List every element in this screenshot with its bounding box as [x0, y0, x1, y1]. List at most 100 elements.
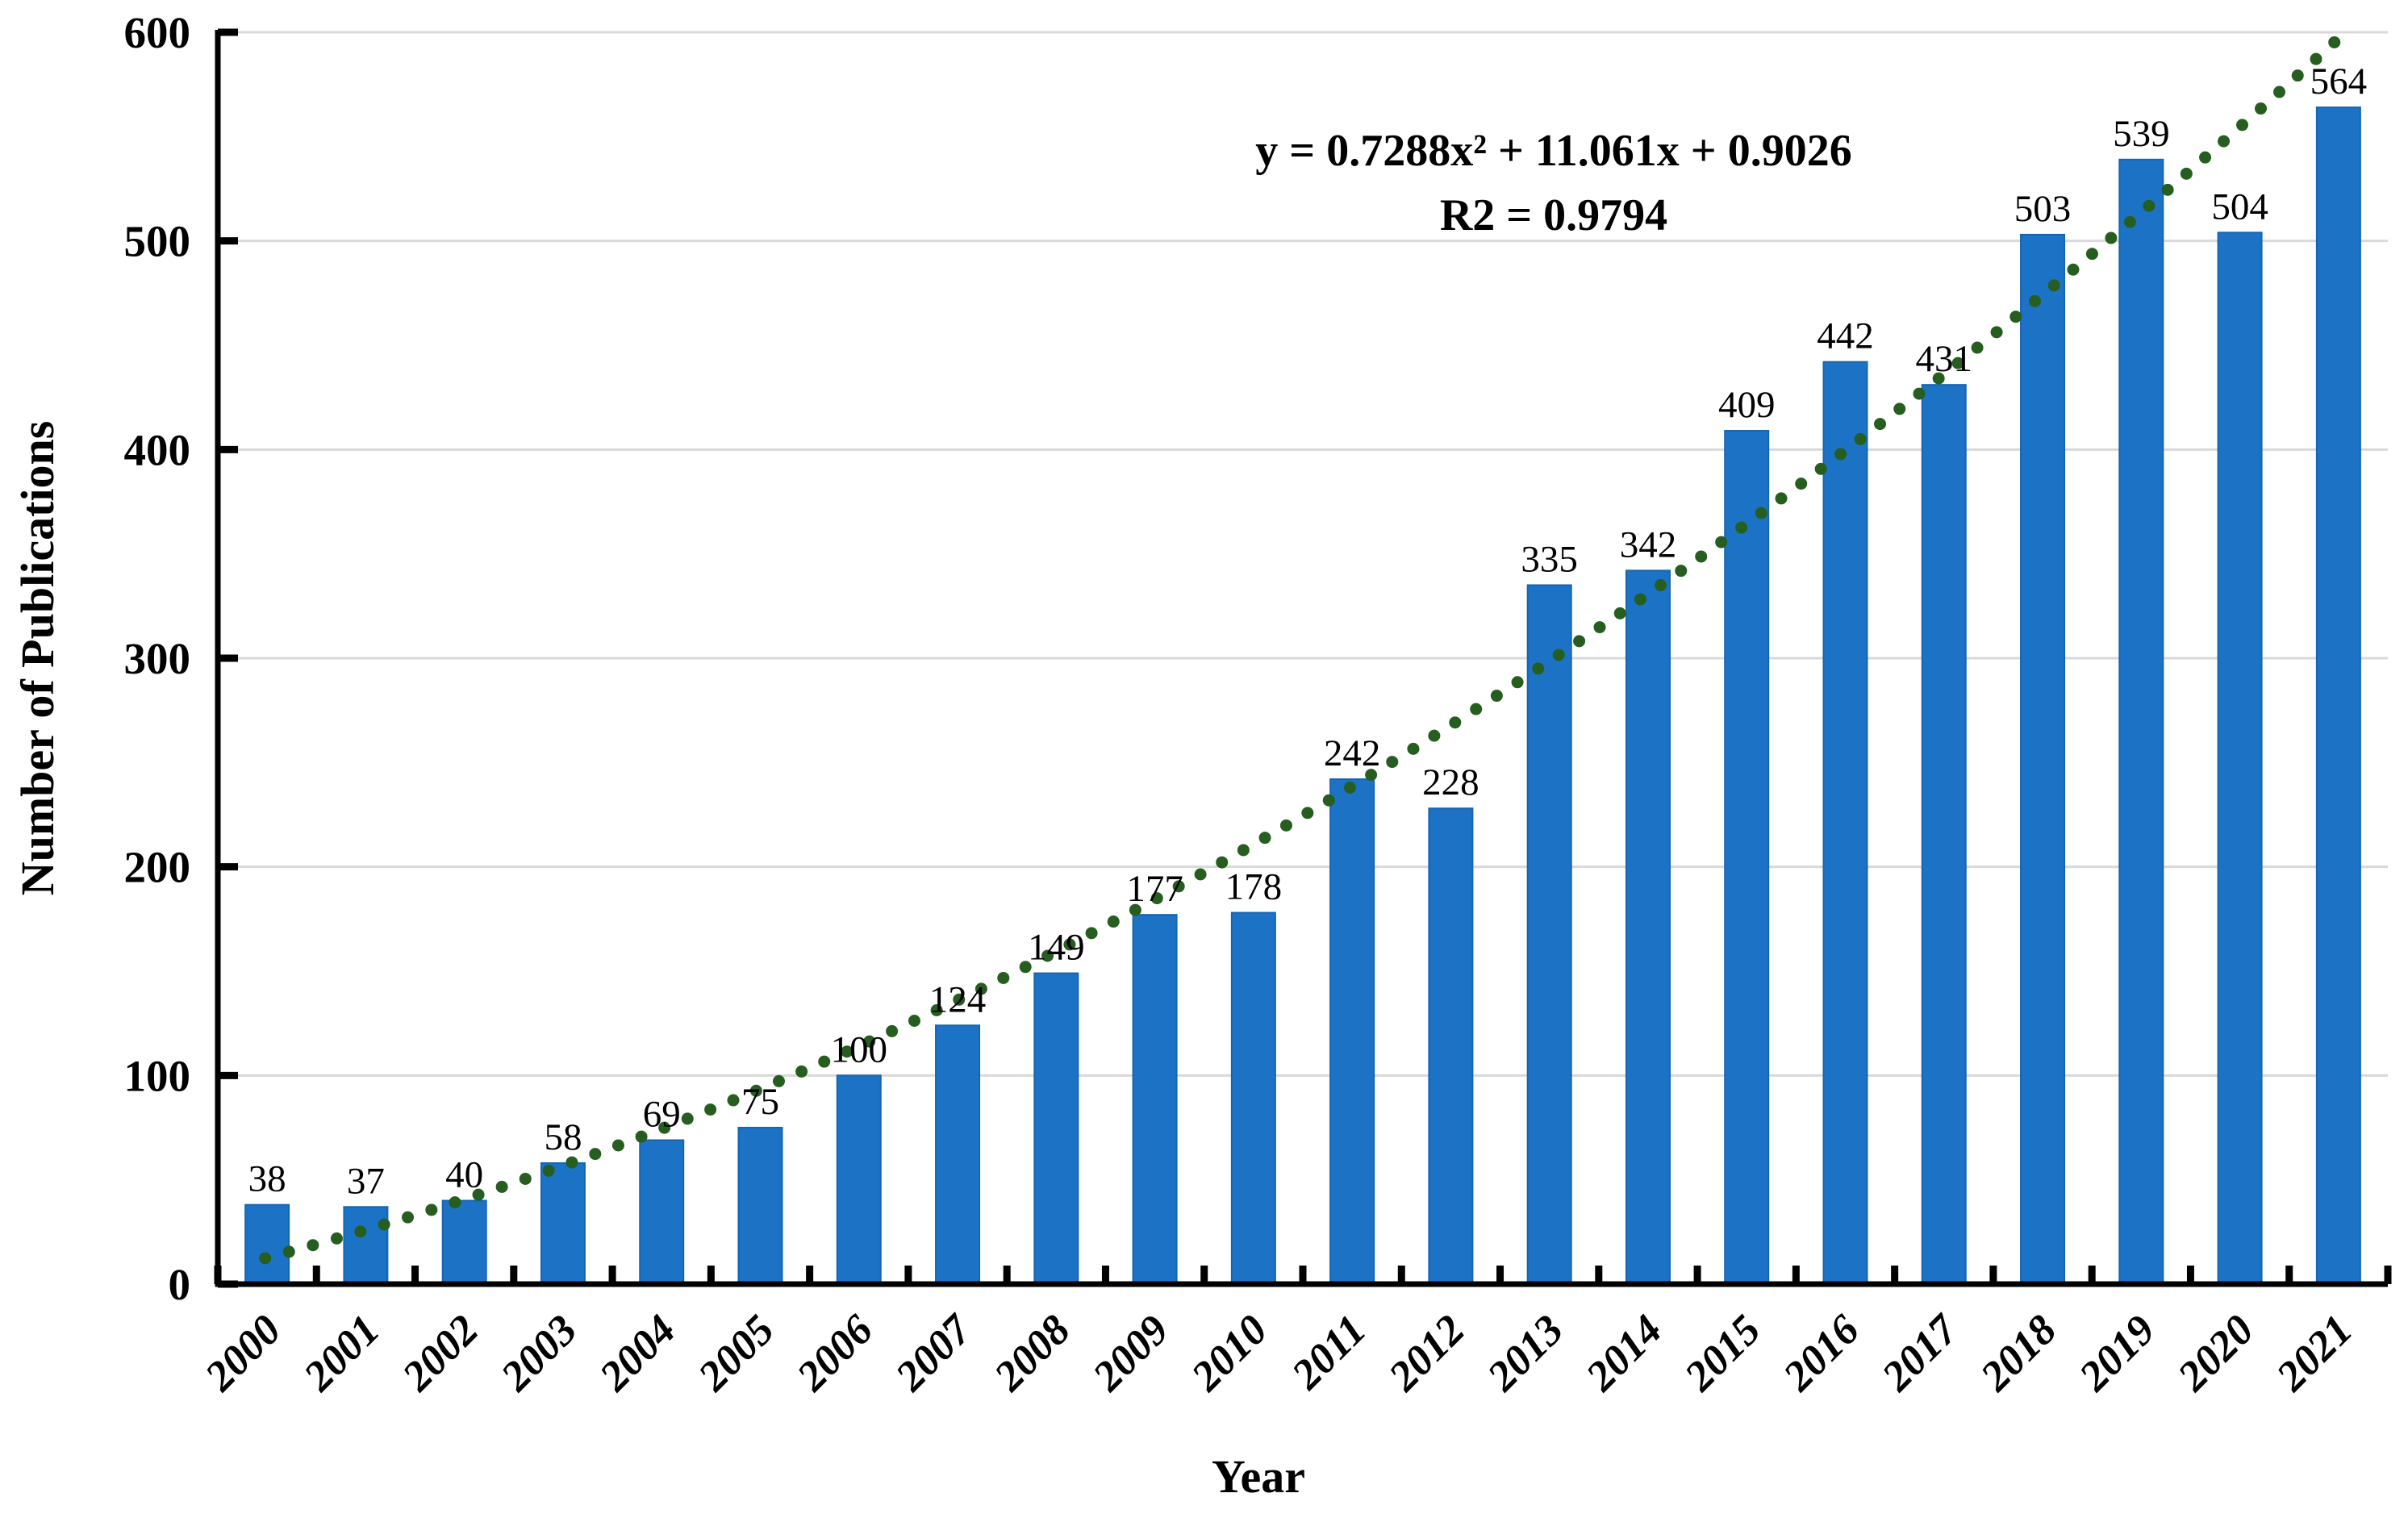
trendline-dot	[330, 1232, 343, 1245]
trendline-dot	[2180, 167, 2193, 180]
trendline-dot	[2291, 69, 2304, 82]
bar-value-label-2007: 124	[929, 978, 987, 1020]
trendline-dot	[1322, 794, 1335, 807]
bar-2012	[1428, 807, 1474, 1285]
trendline-dot	[749, 1084, 762, 1097]
trendline-dot	[1755, 507, 1767, 519]
bar-value-label-2011: 242	[1324, 732, 1381, 774]
trendline-dot	[772, 1074, 785, 1087]
bar-value-label-2001: 37	[347, 1160, 385, 1202]
trendline-dot	[1365, 769, 1378, 782]
trendline-dot	[565, 1156, 578, 1169]
trendline-dot	[635, 1130, 648, 1143]
trendline-dot	[1063, 938, 1076, 951]
bar-value-label-2005: 75	[741, 1081, 779, 1123]
trendline-dot	[495, 1180, 508, 1193]
trendline-dot	[795, 1065, 808, 1078]
bar-value-label-2015: 409	[1718, 384, 1776, 426]
trendline-dot	[354, 1225, 367, 1238]
trendline-dot	[307, 1239, 319, 1252]
bar-value-label-2016: 442	[1817, 315, 1874, 357]
trendline-dot	[472, 1188, 485, 1201]
trendline-dot	[378, 1218, 390, 1231]
trendline-dot	[1279, 819, 1292, 832]
trendline-dot	[1449, 716, 1462, 729]
bar-value-label-2009: 177	[1126, 868, 1183, 910]
bar-value-label-2013: 335	[1521, 538, 1578, 580]
bar-value-label-2002: 40	[445, 1154, 483, 1196]
trendline-dot	[704, 1103, 717, 1116]
trendline-dot	[1893, 402, 1906, 415]
trendline-dot	[997, 971, 1010, 984]
y-tick-label-500: 500	[124, 217, 191, 266]
trendline-dot	[2161, 183, 2174, 196]
trendline-dot	[1237, 844, 1250, 857]
bar-2021	[2315, 106, 2361, 1285]
bar-value-label-2010: 178	[1225, 866, 1283, 908]
trendline-dot	[1490, 690, 1503, 703]
trendline-dot	[930, 1004, 943, 1017]
trendline-dot	[2310, 52, 2322, 65]
trendline-dot	[1795, 478, 1808, 490]
trendline-dot	[1990, 326, 2003, 339]
trendline-dot	[1775, 492, 1788, 505]
trendline-equation: y = 0.7288x² + 11.061x + 0.9026	[1255, 126, 1851, 176]
bar-value-label-2020: 504	[2211, 186, 2268, 227]
trendline-dot	[1129, 903, 1141, 916]
trendline-dot	[1428, 729, 1441, 742]
y-tick-label-0: 0	[169, 1260, 191, 1309]
trendline-dot	[1552, 649, 1565, 661]
trendline-dot	[1834, 448, 1847, 461]
trendline-dot	[1655, 578, 1667, 591]
trendline-dot	[863, 1035, 876, 1048]
trendline-dot	[2029, 294, 2042, 307]
trendline-dot	[282, 1245, 295, 1258]
bar-value-label-2021: 564	[2310, 60, 2368, 102]
trendline-dot	[1971, 341, 1984, 354]
bar-2017	[1921, 384, 1967, 1286]
bars-group	[244, 106, 2361, 1286]
bar-2000	[244, 1203, 290, 1285]
bar-2003	[540, 1162, 586, 1286]
trendline-dot	[2009, 311, 2022, 323]
trendline-dot	[2067, 263, 2080, 276]
trendline-dot	[1675, 565, 1688, 578]
trendline-dot	[1041, 949, 1054, 962]
trendline-dot	[1814, 462, 1827, 475]
trendline-dot	[1301, 807, 1314, 820]
trendline-dot	[2199, 151, 2212, 164]
trendline-dot	[589, 1148, 602, 1161]
bar-value-label-2018: 503	[2014, 188, 2072, 230]
y-tick-label-600: 600	[124, 8, 191, 57]
trendline-r-squared: R2 = 0.9794	[1440, 190, 1667, 240]
trendline-dot	[1715, 536, 1728, 548]
trendline-dot	[1913, 387, 1926, 400]
y-axis-title: Number of Publications	[11, 421, 64, 896]
trendline-dot	[1019, 961, 1032, 974]
trendline-dot	[886, 1024, 899, 1037]
trendline-dot	[2143, 199, 2156, 212]
trendline-dot	[1386, 756, 1399, 769]
trendline-dot	[2047, 279, 2060, 292]
bar-2011	[1329, 778, 1375, 1285]
y-tick-label-300: 300	[124, 634, 191, 683]
trendline-dot	[2123, 215, 2136, 228]
trendline-dot	[2218, 135, 2231, 148]
trendline-dot	[1470, 703, 1483, 715]
trendline-dot	[818, 1055, 831, 1068]
axes-group	[214, 28, 2392, 1288]
bar-2001	[343, 1206, 389, 1285]
x-axis-title: Year	[1212, 1450, 1305, 1503]
trendline-dot	[611, 1139, 624, 1152]
bar-2014	[1625, 569, 1671, 1285]
trendline-dot	[1172, 880, 1185, 893]
trendline-dot	[449, 1196, 461, 1209]
trendline-dot	[2105, 231, 2118, 244]
bar-2018	[2020, 233, 2066, 1286]
bar-2013	[1526, 584, 1572, 1285]
trendline-dot	[1695, 550, 1708, 563]
bar-2002	[441, 1199, 487, 1285]
trendline-dot	[1854, 432, 1867, 445]
